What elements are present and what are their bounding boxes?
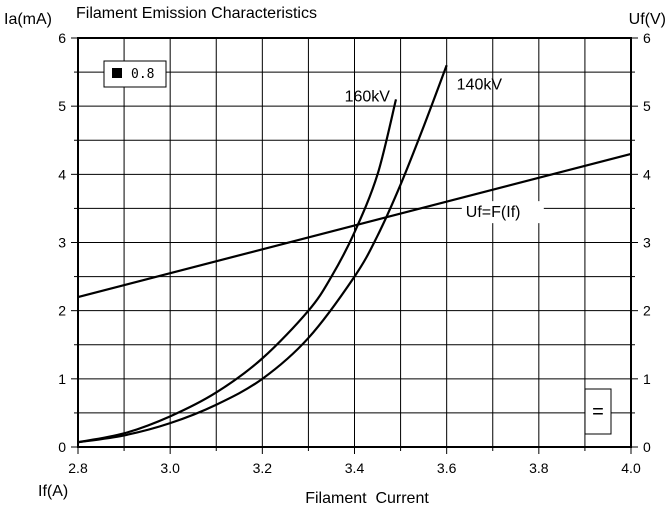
axis-ticks: [71, 37, 638, 454]
series-label: 160kV: [345, 88, 391, 105]
series-line: [77, 152, 632, 299]
y-tick-label-left: 5: [58, 98, 66, 114]
series-line: [77, 99, 398, 444]
y-tick-label-left: 3: [58, 235, 66, 251]
y-tick-label-right: 5: [643, 98, 651, 114]
symbol-box: =: [584, 388, 612, 435]
chart-title: Filament Emission Characteristics: [76, 5, 317, 22]
series-label: 140kV: [457, 76, 503, 93]
tick-labels: 2.8 3.0 3.2 3.4 3.6 3.8 4.00 01 12 23 34 45 56 6: [58, 30, 651, 476]
y-tick-label-left: 0: [58, 439, 66, 455]
x-tick-label: 3.6: [437, 460, 457, 476]
y-tick-label-left: 2: [58, 303, 66, 319]
y-tick-label-right: 4: [643, 166, 651, 182]
series-labels: 160kV 140kV Uf=F(If): [345, 76, 544, 224]
series-line: [77, 64, 448, 444]
y-tick-label-right: 1: [643, 371, 651, 387]
x-tick-label: 3.2: [253, 460, 273, 476]
legend-text: 0.8: [131, 67, 154, 82]
series-label: Uf=F(If): [466, 204, 521, 221]
x-tick-label: 3.8: [529, 460, 549, 476]
y-tick-label-left: 6: [58, 30, 66, 46]
x-unit-label: If(A): [38, 483, 68, 500]
y-tick-label-right: 3: [643, 235, 651, 251]
x-tick-label: 2.8: [68, 460, 88, 476]
legend-marker: [112, 68, 122, 78]
series-lines: [77, 64, 632, 444]
grid: [78, 38, 631, 447]
y-axis-left-label: Ia(mA): [4, 11, 52, 28]
y-tick-label-left: 4: [58, 166, 66, 182]
y-tick-label-right: 0: [643, 439, 651, 455]
y-tick-label-left: 1: [58, 371, 66, 387]
x-tick-label: 3.4: [345, 460, 365, 476]
symbol-box-frame: [584, 388, 612, 435]
x-tick-label: 3.0: [160, 460, 180, 476]
x-axis-label: Filament Current: [305, 490, 429, 507]
y-axis-right-label: Uf(V): [629, 11, 666, 28]
x-tick-label: 4.0: [621, 460, 641, 476]
legend: 0.8: [103, 60, 167, 88]
series-label-bg: [461, 201, 544, 224]
y-tick-label-right: 2: [643, 303, 651, 319]
y-tick-label-right: 6: [643, 30, 651, 46]
symbol-box-glyph: =: [592, 401, 604, 423]
